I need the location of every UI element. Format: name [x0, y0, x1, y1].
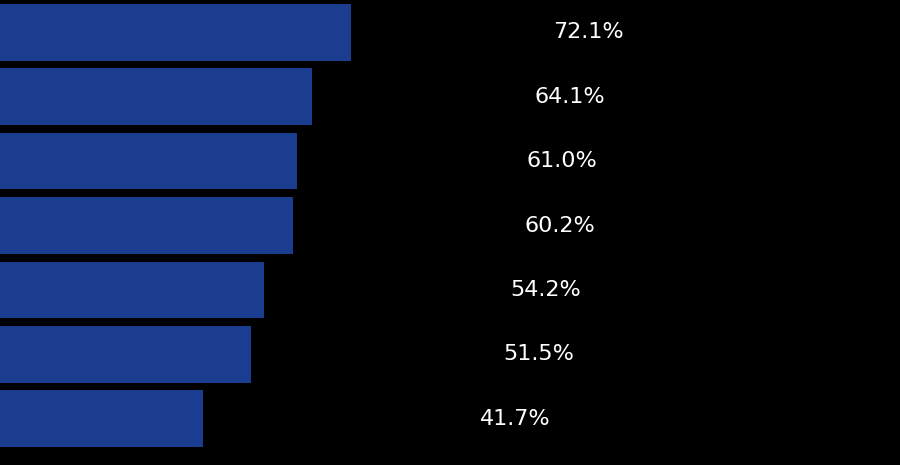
Bar	[0, 262, 264, 319]
Text: 51.5%: 51.5%	[503, 345, 574, 365]
Text: 64.1%: 64.1%	[534, 86, 605, 106]
Text: 61.0%: 61.0%	[526, 151, 598, 171]
Text: 60.2%: 60.2%	[525, 215, 595, 236]
Bar	[0, 4, 351, 60]
Bar	[0, 391, 202, 447]
Bar	[0, 68, 311, 125]
Bar	[0, 197, 292, 254]
Bar	[0, 326, 250, 383]
Bar	[0, 133, 297, 189]
Text: 72.1%: 72.1%	[554, 22, 625, 42]
Text: 41.7%: 41.7%	[480, 409, 550, 429]
Text: 54.2%: 54.2%	[510, 280, 580, 300]
